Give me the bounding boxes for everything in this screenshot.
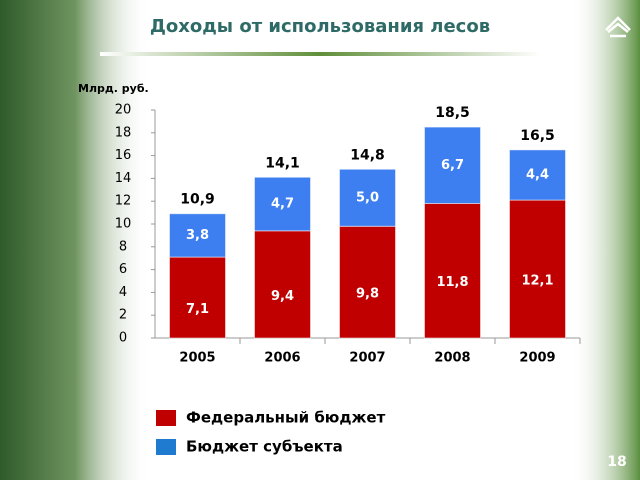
- y-tick-label: 4: [119, 285, 127, 300]
- y-tick-label: 16: [115, 148, 132, 163]
- value-label: 6,7: [441, 158, 464, 173]
- value-label: 9,4: [271, 289, 294, 304]
- legend-swatch: [156, 410, 176, 426]
- total-label: 16,5: [520, 128, 555, 144]
- y-tick-label: 6: [119, 262, 127, 277]
- legend-swatch: [156, 439, 176, 455]
- x-tick-label: 2006: [264, 351, 300, 366]
- value-label: 11,8: [436, 275, 468, 290]
- value-label: 4,7: [271, 197, 294, 212]
- x-tick-label: 2007: [349, 351, 385, 366]
- value-label: 9,8: [356, 287, 379, 302]
- bar-segment: [339, 168, 396, 227]
- bar-segment: [339, 225, 396, 339]
- forest-image: [0, 0, 150, 480]
- y-axis-label: Млрд. руб.: [78, 82, 149, 95]
- bar-segment: [254, 230, 311, 339]
- y-tick-label: 10: [115, 217, 132, 232]
- y-tick-label: 2: [119, 308, 127, 323]
- total-label: 14,1: [265, 155, 300, 171]
- bar-segment: [169, 256, 226, 339]
- total-label: 18,5: [435, 105, 470, 121]
- x-tick-label: 2005: [179, 351, 215, 366]
- y-tick-label: 14: [115, 171, 132, 186]
- total-label: 14,8: [350, 147, 385, 163]
- x-tick-label: 2008: [434, 351, 470, 366]
- y-tick-label: 20: [115, 103, 132, 118]
- value-label: 3,8: [186, 228, 209, 243]
- x-tick-label: 2009: [519, 351, 555, 366]
- page-number: 18: [607, 454, 626, 470]
- y-tick-label: 8: [119, 239, 127, 254]
- bar-segment: [254, 176, 311, 232]
- value-label: 7,1: [186, 302, 209, 317]
- bar-segment: [509, 199, 566, 339]
- value-label: 4,4: [526, 167, 549, 182]
- bar-segment: [424, 202, 481, 339]
- side-decoration: [570, 0, 640, 480]
- bar-segment: [169, 213, 226, 258]
- value-label: 12,1: [521, 274, 553, 289]
- y-tick-label: 18: [115, 125, 132, 140]
- title-rule: [100, 52, 540, 56]
- bar-segment: [424, 126, 481, 204]
- total-label: 10,9: [180, 192, 215, 208]
- value-label: 5,0: [356, 190, 379, 205]
- bar-segment: [509, 149, 566, 201]
- y-tick-label: 0: [119, 331, 127, 346]
- legend-label: Бюджет субъекта: [186, 438, 343, 456]
- legend-label: Федеральный бюджет: [186, 409, 386, 427]
- logo: [605, 16, 631, 38]
- y-tick-label: 12: [115, 194, 132, 209]
- chart-title: Доходы от использования лесов: [150, 16, 490, 37]
